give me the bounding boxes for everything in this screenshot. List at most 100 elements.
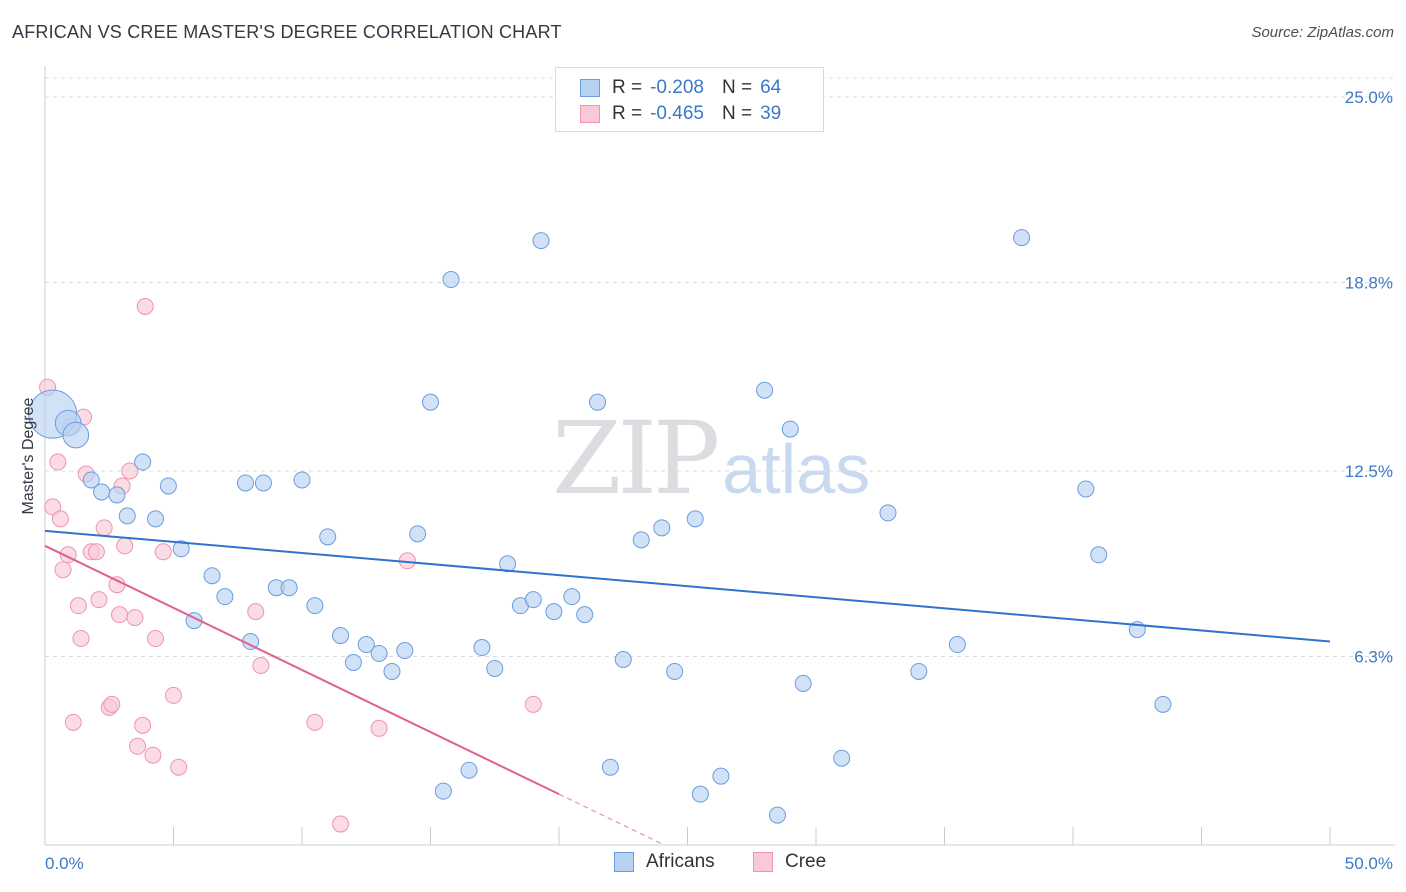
africans-point (1090, 546, 1108, 564)
cree-point (95, 519, 113, 537)
africans-point (442, 271, 460, 289)
africans-point (601, 758, 619, 776)
africans-point (499, 555, 517, 573)
africans-point (434, 782, 452, 800)
africans-point (172, 540, 190, 558)
africans-point (524, 591, 542, 609)
africans-point (1154, 695, 1172, 713)
cree-point (121, 462, 139, 480)
africans-point (396, 642, 414, 660)
legend-africans: Africans (614, 851, 715, 873)
cree-n-label: N = (721, 103, 753, 124)
cree-point (44, 498, 62, 516)
cree-point (54, 561, 72, 579)
cree-point (126, 609, 144, 627)
cree-point (51, 510, 69, 528)
africans-point (357, 636, 375, 654)
africans-point (236, 474, 254, 492)
africans-point (879, 504, 897, 522)
africans-point (948, 636, 966, 654)
cree-point (165, 686, 182, 704)
africans-point (82, 471, 100, 489)
y-tick-label: 6.3% (1354, 648, 1393, 667)
africans-point (473, 639, 491, 657)
y-tick-label: 25.0% (1345, 88, 1393, 107)
africans-point (159, 477, 177, 495)
africans-r-label: R = (612, 77, 643, 98)
africans-point (532, 232, 550, 250)
africans-trendline (44, 529, 1331, 643)
cree-swatch (580, 105, 600, 123)
cree-r-label: R = (612, 103, 643, 124)
cree-point (64, 713, 82, 731)
africans-point (344, 653, 362, 671)
africans-point (691, 785, 709, 803)
africans-point (781, 420, 799, 438)
cree-r-value: -0.465 (650, 103, 704, 124)
legend-row-cree: R = -0.465 N = 39 (580, 102, 781, 126)
africans-point (332, 627, 350, 645)
africans-point (756, 381, 774, 399)
africans-point (794, 674, 812, 692)
africans-point (833, 749, 851, 767)
cree-point (111, 606, 129, 624)
africans-point (486, 659, 504, 677)
africans-point (460, 761, 478, 779)
africans-point (108, 486, 126, 504)
cree-point (108, 576, 126, 594)
y-tick-label: 12.5% (1345, 462, 1393, 481)
cree-point (332, 815, 350, 833)
africans-point (422, 393, 439, 411)
africans-point (576, 606, 594, 624)
cree-point (147, 630, 165, 648)
africans-point (306, 597, 324, 615)
africans-point (666, 662, 684, 680)
africans-point (1077, 480, 1095, 498)
cree-point (129, 737, 147, 755)
cree-points (39, 297, 542, 833)
africans-point (563, 588, 581, 606)
africans-point (653, 519, 671, 537)
africans-point (910, 662, 928, 680)
africans-point (147, 510, 165, 528)
cree-point (144, 746, 162, 764)
cree-point (170, 758, 188, 776)
africans-n-value: 64 (760, 77, 782, 98)
africans-point (62, 421, 90, 449)
africans-point (216, 588, 234, 606)
africans-point (93, 483, 111, 501)
africans-point (614, 650, 632, 668)
legend-cree-swatch (753, 852, 773, 872)
cree-point (247, 603, 265, 621)
africans-point (319, 528, 337, 546)
cree-n-value: 39 (760, 103, 782, 124)
cree-trendline (44, 544, 560, 796)
cree-point (49, 453, 67, 471)
cree-point (116, 537, 134, 555)
africans-point (293, 471, 311, 489)
cree-point (87, 543, 105, 561)
cree-point (103, 695, 121, 713)
cree-point (154, 543, 172, 561)
cree-point (134, 716, 152, 734)
africans-point (545, 603, 563, 621)
tick-labels: 6.3% 12.5% 18.8% 25.0% 0.0% 50.0% (45, 88, 1393, 873)
africans-point (768, 806, 786, 824)
x-tick-label: 50.0% (1345, 854, 1393, 873)
africans-point (589, 393, 607, 411)
y-axis-label: Master's Degree (20, 397, 37, 514)
cree-point (306, 713, 324, 731)
legend-africans-swatch (614, 852, 634, 872)
gridlines (45, 77, 1395, 658)
series-legend: Africans Cree (0, 851, 1406, 877)
legend-africans-label: Africans (646, 851, 715, 872)
cree-point (69, 597, 87, 615)
cree-trendline-extension (558, 793, 665, 846)
y-tick-label: 18.8% (1345, 274, 1393, 293)
source-credit: Source: ZipAtlas.com (1251, 24, 1394, 41)
axes (44, 66, 1395, 846)
cree-point (72, 630, 90, 648)
legend-row-africans: R = -0.208 N = 64 (580, 76, 781, 100)
africans-r-value: -0.208 (650, 77, 704, 98)
x-tick-label: 0.0% (45, 854, 84, 873)
